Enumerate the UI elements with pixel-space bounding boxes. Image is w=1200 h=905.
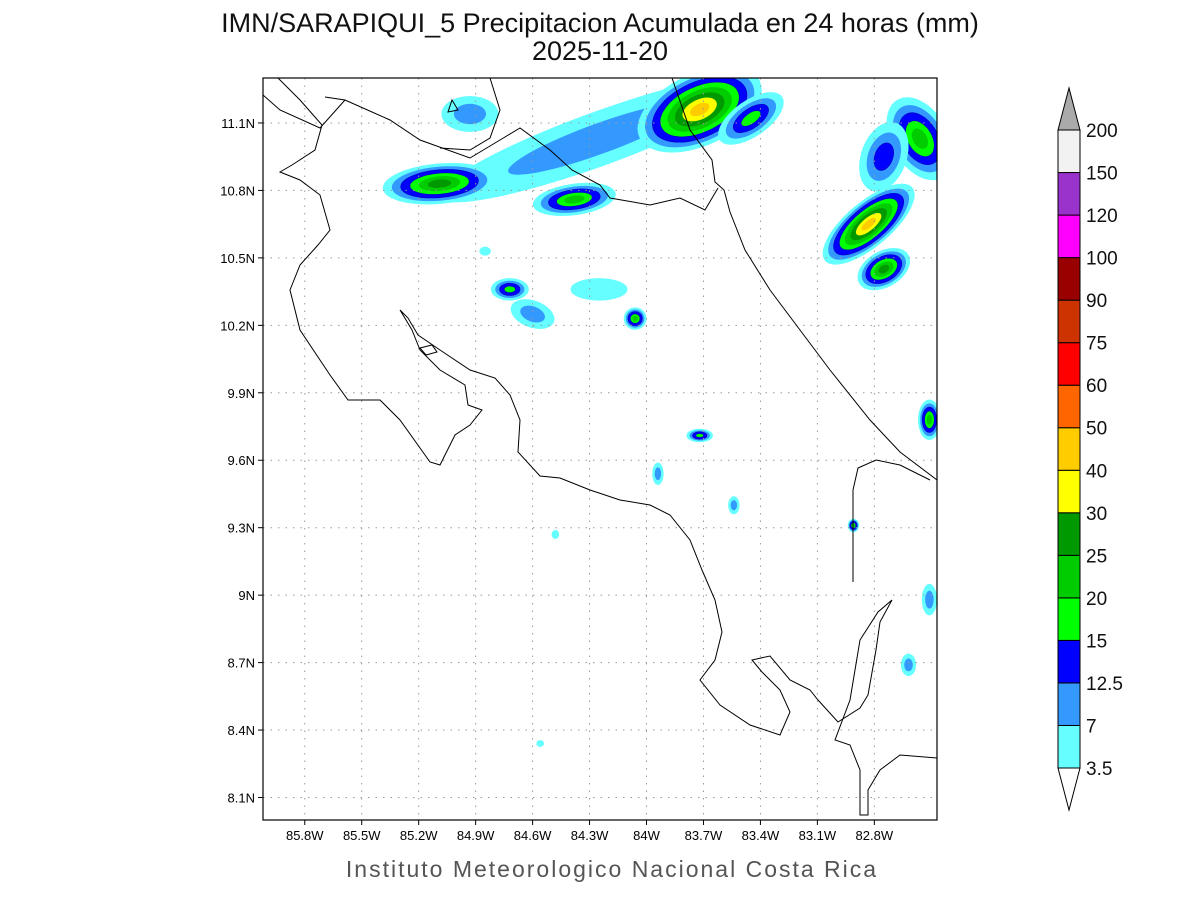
precip-layer — [382, 78, 937, 747]
x-tick-label: 83.1W — [799, 828, 837, 843]
pacific-coastline — [277, 78, 937, 816]
colorbar-swatch-75 — [1057, 299, 1081, 344]
precip-contour-20 — [926, 414, 933, 425]
colorbar-swatch-40 — [1057, 427, 1081, 471]
precip-contour-20 — [632, 315, 638, 322]
precip-contour-15 — [740, 110, 762, 127]
precip-contour-15 — [503, 285, 516, 294]
precip-contour-7 — [654, 467, 662, 481]
colorbar-label: 60 — [1086, 376, 1107, 397]
colorbar-swatch-3.5 — [1057, 724, 1081, 769]
x-tick-label: 82.8W — [856, 828, 894, 843]
map-date: 2025-11-20 — [532, 36, 668, 66]
precip-contour-3.5 — [551, 529, 560, 539]
panama-border — [852, 459, 931, 582]
precip-contour-12.5 — [873, 142, 894, 171]
colorbar-label: 30 — [1086, 504, 1107, 525]
precip-contour-25 — [878, 264, 890, 274]
y-tick-label: 9.3N — [228, 521, 255, 536]
colorbar-swatch-100 — [1057, 214, 1081, 259]
colorbar-max-arrow — [1057, 86, 1081, 131]
colorbar-label: 25 — [1086, 546, 1107, 567]
x-tick-label: 85.2W — [400, 828, 438, 843]
y-tick-label: 11.1N — [221, 116, 255, 131]
precip-contour-7 — [925, 590, 934, 609]
colorbar-label: 50 — [1086, 419, 1107, 440]
y-tick-label: 8.1N — [228, 791, 255, 806]
colorbar-swatch-60 — [1057, 342, 1081, 386]
precip-contour-40 — [689, 102, 710, 117]
colorbar-label: 200 — [1086, 121, 1118, 142]
precip-contour-3.5 — [570, 278, 628, 301]
y-tick-label: 10.8N — [220, 183, 255, 198]
precip-contour-20 — [564, 195, 585, 204]
x-tick-label: 84.6W — [514, 828, 552, 843]
colorbar-swatch-50 — [1057, 384, 1081, 429]
precip-contour-7 — [520, 305, 545, 323]
precip-contour-7 — [904, 658, 913, 672]
x-tick-label: 85.5W — [343, 828, 381, 843]
x-tick-label: 84W — [633, 828, 660, 843]
precip-contour-3.5 — [479, 246, 491, 256]
colorbar-label: 7 — [1086, 716, 1097, 737]
caribbean-coastline — [671, 78, 937, 481]
precip-contour-25 — [427, 179, 452, 188]
y-axis-ticks: 11.1N 10.8N 10.5N 10.2N 9.9N 9.6N 9.3N 9N 8.7N 8.… — [220, 116, 263, 806]
colorbar-swatch-7 — [1057, 682, 1081, 726]
y-tick-label: 9N — [238, 588, 255, 603]
colorbar-swatch-120 — [1057, 172, 1081, 216]
y-tick-label: 8.4N — [228, 723, 255, 738]
precip-contour-40 — [861, 217, 876, 231]
precip-contour-3.5 — [536, 740, 544, 747]
x-tick-label: 83.4W — [742, 828, 780, 843]
y-tick-label: 9.9N — [228, 386, 255, 401]
colorbar-swatch-30 — [1057, 469, 1081, 514]
colorbar-label: 40 — [1086, 461, 1107, 482]
colorbar-label: 100 — [1086, 249, 1118, 270]
precip-contour-7 — [730, 500, 738, 511]
colorbar-min-arrow — [1057, 767, 1081, 812]
nicaragua-coast-north — [263, 94, 346, 129]
y-tick-label: 8.7N — [228, 656, 255, 671]
colorbar-swatch-20 — [1057, 554, 1081, 599]
colorbar-swatch-15 — [1057, 597, 1081, 641]
colorbar-label: 90 — [1086, 291, 1107, 312]
colorbar-label: 15 — [1086, 631, 1107, 652]
colorbar-swatch-90 — [1057, 257, 1081, 301]
precip-contour-20 — [911, 128, 929, 149]
colorbar-swatch-12.5 — [1057, 639, 1081, 684]
colorbar: 3.5 7 12.5 15 20 25 30 40 50 60 75 90 100 120 150 200 — [1057, 86, 1123, 812]
colorbar-label: 75 — [1086, 334, 1107, 355]
island-2 — [447, 98, 459, 113]
colorbar-label: 120 — [1086, 206, 1118, 227]
lake-nicaragua-shore — [439, 78, 501, 151]
x-tick-label: 84.3W — [571, 828, 609, 843]
y-tick-label: 10.5N — [220, 251, 255, 266]
nicaragua-border — [324, 96, 719, 211]
precip-contour-15 — [695, 433, 705, 438]
colorbar-swatch-150 — [1057, 129, 1081, 174]
colorbar-label: 20 — [1086, 589, 1107, 610]
map-title: IMN/SARAPIQUI_5 Precipitacion Acumulada … — [221, 8, 979, 38]
colorbar-label: 12.5 — [1086, 674, 1123, 695]
y-tick-label: 9.6N — [228, 453, 255, 468]
x-tick-label: 83.7W — [685, 828, 723, 843]
colorbar-label: 3.5 — [1086, 759, 1112, 780]
x-tick-label: 85.8W — [286, 828, 324, 843]
x-tick-label: 84.9W — [457, 828, 495, 843]
map-frame — [262, 77, 938, 821]
x-axis-ticks: 85.8W 85.5W 85.2W 84.9W 84.6W 84.3W 84W 83.7W 83… — [286, 820, 894, 843]
colorbar-swatch-25 — [1057, 512, 1081, 556]
colorbar-label: 150 — [1086, 164, 1118, 185]
precip-contour-7 — [453, 103, 487, 125]
footer-credit: Instituto Meteorologico Nacional Costa R… — [346, 856, 878, 882]
y-tick-label: 10.2N — [220, 318, 255, 333]
island — [419, 344, 438, 356]
coastlines — [263, 78, 937, 816]
